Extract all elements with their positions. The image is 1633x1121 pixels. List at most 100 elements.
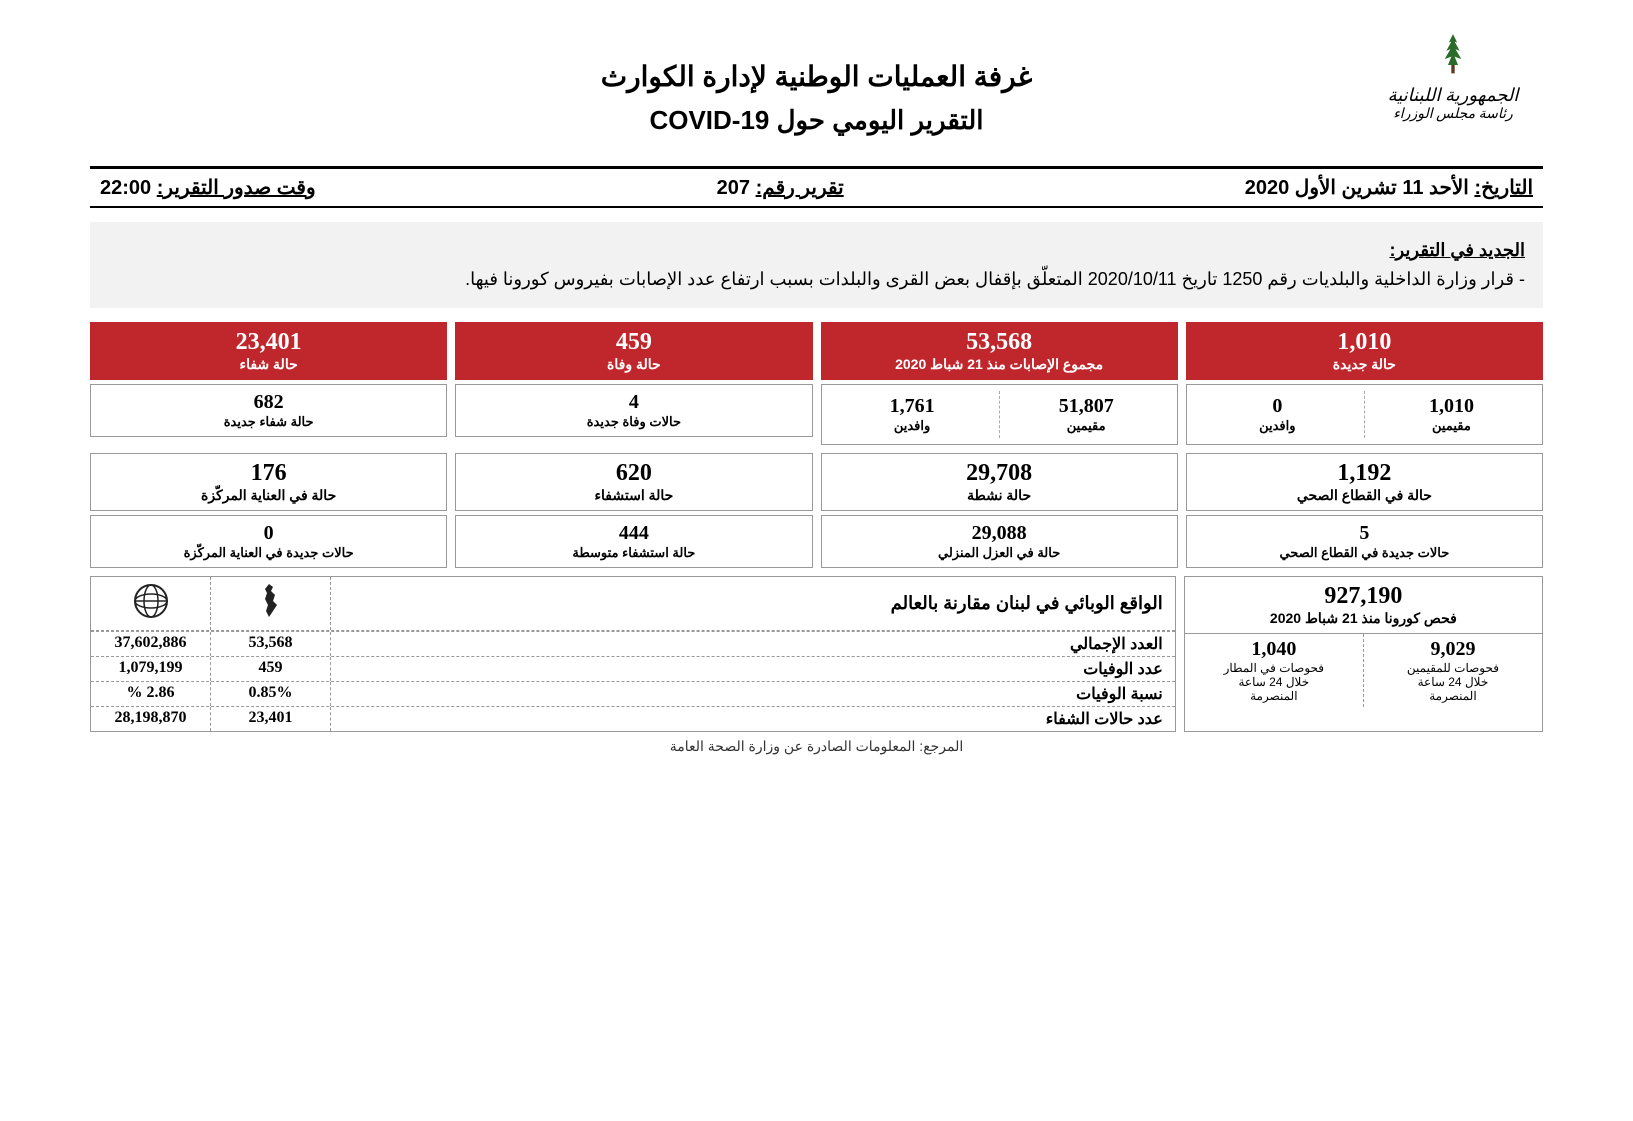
meta-time-value: 22:00 — [100, 177, 151, 199]
meta-report-no: تقرير رقم: 207 — [717, 175, 844, 200]
new-arrivals-v: 0 — [1195, 395, 1360, 418]
meta-no-value: 207 — [717, 177, 750, 199]
cmp0-k: العدد الإجمالي — [331, 632, 1175, 656]
meta-date: التاريخ: الأحد 11 تشرين الأول 2020 — [1245, 175, 1533, 200]
new-deaths-v: 4 — [460, 391, 807, 414]
icu-l: حالة في العناية المركّزة — [95, 487, 442, 504]
compare-title: الواقع الوبائي في لبنان مقارنة بالعالم — [331, 585, 1175, 622]
deaths-value: 459 — [460, 329, 807, 356]
news-box: الجديد في التقرير: - قرار وزارة الداخلية… — [90, 222, 1543, 308]
total-residents-l: مقيمين — [1004, 418, 1169, 434]
globe-icon — [91, 577, 211, 630]
tests-air-l1: فحوصات في المطار — [1189, 661, 1359, 675]
new-deaths-l: حالات وفاة جديدة — [460, 414, 807, 430]
cmp0-world: 37,602,886 — [91, 632, 211, 656]
logo-line2: رئاسة مجلس الوزراء — [1363, 106, 1543, 123]
cmp3-k: عدد حالات الشفاء — [331, 707, 1175, 731]
meta-date-value: الأحد 11 تشرين الأول 2020 — [1245, 177, 1469, 199]
cmp-row-1: عدد الوفيات 459 1,079,199 — [91, 656, 1175, 681]
hosp-l: حالة استشفاء — [460, 487, 807, 504]
news-header: الجديد في التقرير: — [1389, 240, 1525, 260]
cmp-row-3: عدد حالات الشفاء 23,401 28,198,870 — [91, 706, 1175, 731]
cmp2-k: نسبة الوفيات — [331, 682, 1175, 706]
card-health-sector: 1,192حالة في القطاع الصحي 5حالات جديدة ف… — [1186, 453, 1543, 568]
cmp3-leb: 23,401 — [211, 707, 331, 731]
new-residents-l: مقيمين — [1369, 418, 1534, 434]
lebanon-icon — [211, 577, 331, 630]
act-sl: حالة في العزل المنزلي — [826, 545, 1173, 561]
new-arrivals-l: وافدين — [1195, 418, 1360, 434]
tests-res-l1: فحوصات للمقيمين — [1368, 661, 1538, 675]
hs-sl: حالات جديدة في القطاع الصحي — [1191, 545, 1538, 561]
card-icu: 176حالة في العناية المركّزة 0حالات جديدة… — [90, 453, 447, 568]
hs-sv: 5 — [1191, 522, 1538, 545]
card-tests: 927,190 فحص كورونا منذ 21 شباط 2020 9,02… — [1184, 576, 1543, 732]
total-cases-label: مجموع الإصابات منذ 21 شباط 2020 — [826, 356, 1173, 373]
logo-line1: الجمهورية اللبنانية — [1363, 85, 1543, 106]
tests-l: فحص كورونا منذ 21 شباط 2020 — [1191, 610, 1536, 627]
state-logo: الجمهورية اللبنانية رئاسة مجلس الوزراء — [1363, 30, 1543, 123]
card-new-cases: 1,010 حالة جديدة 1,010مقيمين 0وافدين — [1186, 322, 1543, 445]
tests-air-l2: خلال 24 ساعة — [1189, 675, 1359, 689]
new-recov-v: 682 — [95, 391, 442, 414]
meta-time: وقت صدور التقرير: 22:00 — [100, 175, 316, 200]
total-arrivals-v: 1,761 — [830, 395, 995, 418]
meta-date-label: التاريخ: — [1474, 177, 1533, 199]
org-title: غرفة العمليات الوطنية لإدارة الكوارث — [270, 60, 1363, 93]
new-recov-l: حالة شفاء جديدة — [95, 414, 442, 430]
card-compare: الواقع الوبائي في لبنان مقارنة بالعالم ا… — [90, 576, 1176, 732]
header: الجمهورية اللبنانية رئاسة مجلس الوزراء غ… — [90, 30, 1543, 136]
hosp-sv: 444 — [460, 522, 807, 545]
act-sv: 29,088 — [826, 522, 1173, 545]
recov-label: حالة شفاء — [95, 356, 442, 373]
cmp2-leb: 0.85% — [211, 682, 331, 706]
stats-row-2: 1,192حالة في القطاع الصحي 5حالات جديدة ف… — [90, 453, 1543, 568]
card-total-cases: 53,568 مجموع الإصابات منذ 21 شباط 2020 5… — [821, 322, 1178, 445]
cmp1-world: 1,079,199 — [91, 657, 211, 681]
meta-time-label: وقت صدور التقرير: — [157, 177, 316, 199]
new-cases-value: 1,010 — [1191, 329, 1538, 356]
title-block: غرفة العمليات الوطنية لإدارة الكوارث الت… — [270, 30, 1363, 136]
tests-res-v: 9,029 — [1368, 638, 1538, 661]
card-deaths: 459 حالة وفاة 4 حالات وفاة جديدة — [455, 322, 812, 445]
icu-sl: حالات جديدة في العناية المركّزة — [95, 545, 442, 561]
cmp-row-2: نسبة الوفيات 0.85% 2.86 % — [91, 681, 1175, 706]
stats-row-1: 1,010 حالة جديدة 1,010مقيمين 0وافدين 53,… — [90, 322, 1543, 445]
tests-res-l3: المنصرمة — [1368, 689, 1538, 703]
act-l: حالة نشطة — [826, 487, 1173, 504]
tests-air-l3: المنصرمة — [1189, 689, 1359, 703]
cedar-icon — [1428, 30, 1478, 80]
act-v: 29,708 — [826, 460, 1173, 487]
hosp-v: 620 — [460, 460, 807, 487]
total-arrivals-l: وافدين — [830, 418, 995, 434]
tests-v: 927,190 — [1191, 583, 1536, 610]
new-cases-label: حالة جديدة — [1191, 356, 1538, 373]
hs-l: حالة في القطاع الصحي — [1191, 487, 1538, 504]
card-active: 29,708حالة نشطة 29,088حالة في العزل المن… — [821, 453, 1178, 568]
cmp0-leb: 53,568 — [211, 632, 331, 656]
total-cases-value: 53,568 — [826, 329, 1173, 356]
meta-bar: التاريخ: الأحد 11 تشرين الأول 2020 تقرير… — [90, 166, 1543, 208]
hs-v: 1,192 — [1191, 460, 1538, 487]
cmp-row-0: العدد الإجمالي 53,568 37,602,886 — [91, 631, 1175, 656]
icu-v: 176 — [95, 460, 442, 487]
total-residents-v: 51,807 — [1004, 395, 1169, 418]
footer-source: المرجع: المعلومات الصادرة عن وزارة الصحة… — [90, 738, 1543, 755]
cmp1-k: عدد الوفيات — [331, 657, 1175, 681]
deaths-label: حالة وفاة — [460, 356, 807, 373]
card-recoveries: 23,401 حالة شفاء 682 حالة شفاء جديدة — [90, 322, 447, 445]
tests-res-l2: خلال 24 ساعة — [1368, 675, 1538, 689]
card-hospital: 620حالة استشفاء 444حالة استشفاء متوسطة — [455, 453, 812, 568]
meta-no-label: تقرير رقم: — [756, 177, 844, 199]
recov-value: 23,401 — [95, 329, 442, 356]
news-body: - قرار وزارة الداخلية والبلديات رقم 1250… — [465, 269, 1525, 289]
icu-sv: 0 — [95, 522, 442, 545]
stats-row-3: 927,190 فحص كورونا منذ 21 شباط 2020 9,02… — [90, 576, 1543, 732]
report-title: التقرير اليومي حول COVID-19 — [270, 105, 1363, 136]
tests-air-v: 1,040 — [1189, 638, 1359, 661]
cmp2-world: 2.86 % — [91, 682, 211, 706]
new-residents-v: 1,010 — [1369, 395, 1534, 418]
cmp1-leb: 459 — [211, 657, 331, 681]
cmp3-world: 28,198,870 — [91, 707, 211, 731]
hosp-sl: حالة استشفاء متوسطة — [460, 545, 807, 561]
